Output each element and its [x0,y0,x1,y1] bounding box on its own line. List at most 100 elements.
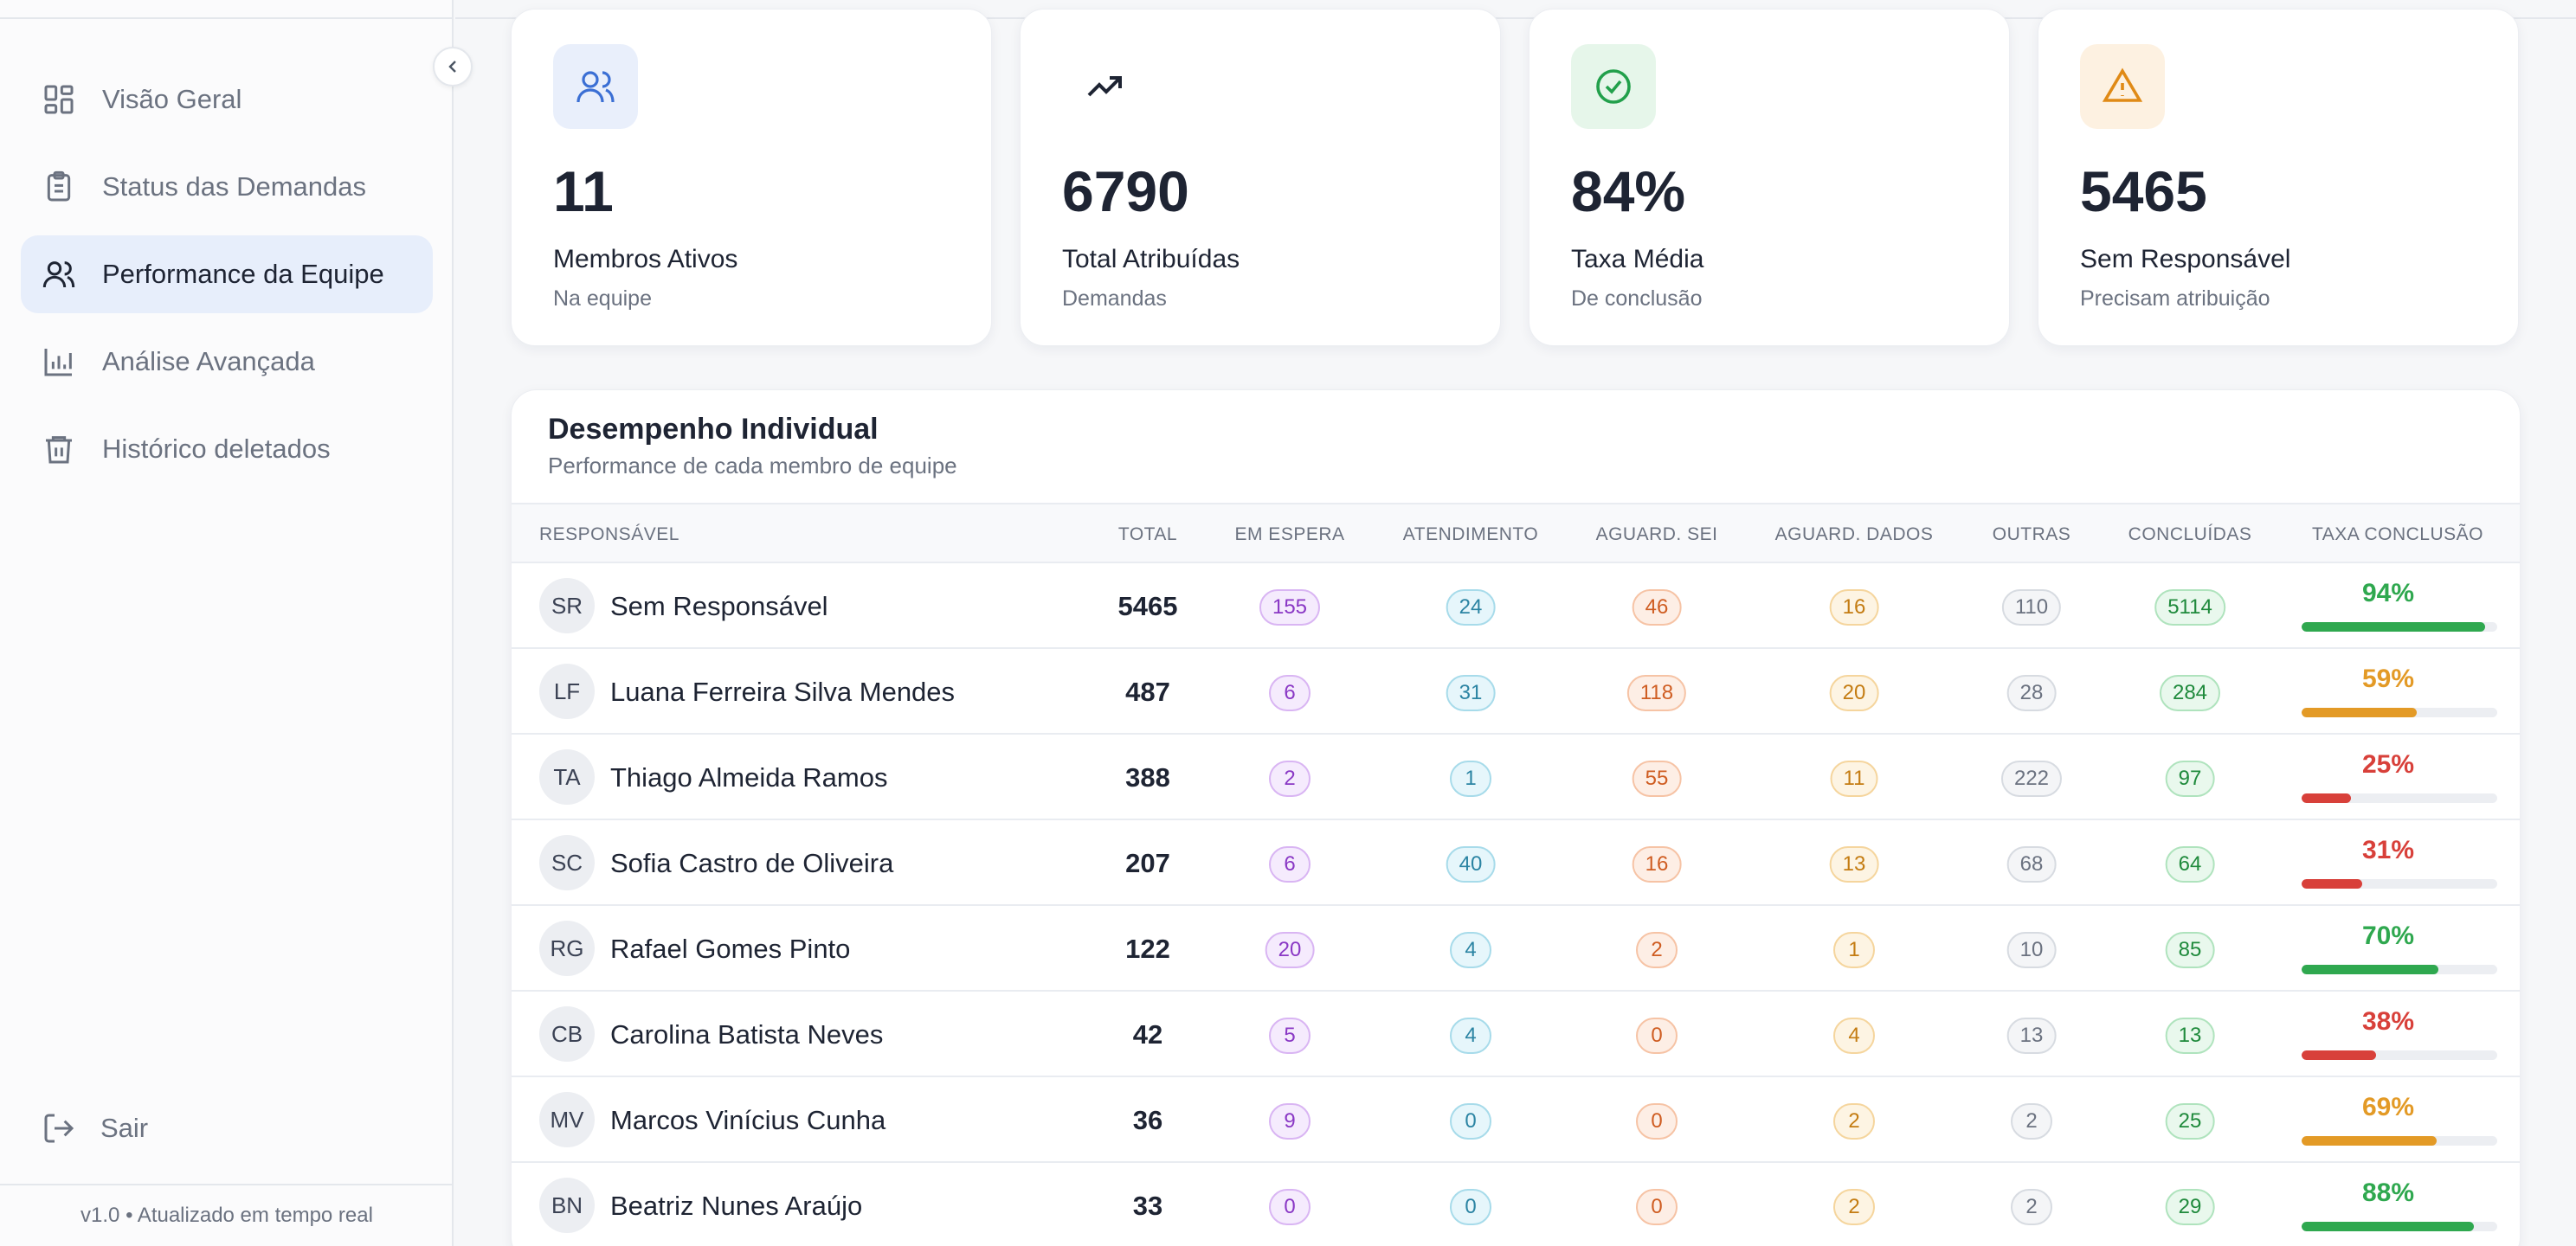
atendimento-badge: 4 [1450,1018,1491,1054]
outras-badge: 68 [2006,846,2057,883]
stat-label: Sem Responsável [2080,245,2291,273]
atendimento-badge: 40 [1446,846,1496,883]
completion-rate: 59% [2361,665,2415,693]
performance-table-card: Desempenho Individual Performance de cad… [511,389,2521,1246]
em-espera-badge: 9 [1269,1103,1311,1140]
concluidas-badge: 25 [2165,1103,2215,1140]
completion-rate: 94% [2361,579,2415,607]
concluidas-badge: 5114 [2154,589,2225,626]
outras-badge: 28 [2006,675,2057,711]
version-text: v1.0 • Atualizado em tempo real [80,1204,373,1227]
sidebar-item-historico-deletados[interactable]: Histórico deletados [21,410,433,488]
aguard-sei-badge: 0 [1636,1103,1678,1140]
completion-progress-fill [2302,793,2351,803]
total-value: 33 [1132,1191,1163,1221]
aguard-sei-badge: 118 [1626,675,1687,711]
table-row[interactable]: CB Carolina Batista Neves 42 5 4 0 4 13 13 38% [512,992,2520,1077]
aguard-dados-badge: 11 [1830,761,1878,797]
column-header-outras[interactable]: OUTRAS [1992,524,2071,544]
table-row[interactable]: LF Luana Ferreira Silva Mendes 487 6 31 118 20… [512,649,2520,735]
column-header-concluidas[interactable]: CONCLUÍDAS [2128,524,2252,544]
column-header-aguard-dados[interactable]: AGUARD. DADOS [1774,524,1934,544]
em-espera-badge: 6 [1269,846,1311,883]
sidebar-item-analise-avancada[interactable]: Análise Avançada [21,323,433,401]
atendimento-badge: 4 [1450,932,1491,968]
aguard-dados-badge: 16 [1829,589,1879,626]
completion-progress-fill [2302,708,2418,717]
column-header-aguard-sei[interactable]: AGUARD. SEI [1595,524,1718,544]
em-espera-badge: 0 [1269,1189,1311,1225]
completion-progress-bar [2302,708,2497,717]
avatar: LF [539,664,595,719]
concluidas-badge: 64 [2165,846,2215,883]
table-row[interactable]: MV Marcos Vinícius Cunha 36 9 0 0 2 2 25 69% [512,1077,2520,1163]
avatar: MV [539,1092,595,1147]
sidebar-item-status-demandas[interactable]: Status das Demandas [21,148,433,226]
table-title: Desempenho Individual [548,413,879,446]
concluidas-badge: 29 [2165,1189,2215,1225]
column-header-taxa-conclusao[interactable]: TAXA CONCLUSÃO [2312,524,2483,544]
em-espera-badge: 155 [1259,589,1321,626]
member-name: Beatriz Nunes Araújo [610,1191,863,1221]
column-header-atendimento[interactable]: ATENDIMENTO [1402,524,1539,544]
outras-badge: 222 [2000,761,2063,797]
stat-sublabel: Precisam atribuição [2080,286,2270,311]
aguard-sei-badge: 2 [1636,932,1678,968]
column-header-em-espera[interactable]: EM ESPERA [1234,524,1345,544]
logout-button[interactable]: Sair [42,1111,148,1146]
atendimento-badge: 31 [1446,675,1496,711]
completion-progress-bar [2302,793,2497,803]
table-row[interactable]: RG Rafael Gomes Pinto 122 20 4 2 1 10 85 70% [512,906,2520,992]
member-name: Carolina Batista Neves [610,1019,884,1050]
outras-badge: 2 [2011,1103,2052,1140]
outras-badge: 13 [2006,1018,2057,1054]
member-name: Thiago Almeida Ramos [610,762,888,793]
sidebar-item-label: Performance da Equipe [102,259,384,289]
concluidas-badge: 97 [2165,761,2215,797]
avatar: SR [539,578,595,633]
stat-label: Total Atribuídas [1062,245,1240,273]
total-value: 122 [1125,934,1170,964]
aguard-dados-badge: 20 [1829,675,1879,711]
table-row[interactable]: TA Thiago Almeida Ramos 388 2 1 55 11 222 97 25% [512,735,2520,820]
outras-badge: 110 [2001,589,2062,626]
trash-icon [42,432,76,466]
sidebar-collapse-button[interactable] [433,47,473,87]
member-name: Rafael Gomes Pinto [610,934,851,964]
sidebar-item-label: Histórico deletados [102,434,331,464]
em-espera-badge: 5 [1269,1018,1311,1054]
table-row[interactable]: BN Beatriz Nunes Araújo 33 0 0 0 2 2 29 88% [512,1163,2520,1246]
aguard-sei-badge: 0 [1636,1189,1678,1225]
sidebar-footer: v1.0 • Atualizado em tempo real [0,1184,454,1246]
completion-progress-fill [2302,965,2439,974]
table-row[interactable]: SC Sofia Castro de Oliveira 207 6 40 16 13 68 64… [512,820,2520,906]
completion-rate: 88% [2361,1179,2415,1207]
sidebar: Visão Geral Status das Demandas Performa… [0,0,454,1246]
aguard-dados-badge: 4 [1833,1018,1875,1054]
stat-value: 11 [553,159,614,223]
sidebar-item-label: Visão Geral [102,84,242,114]
concluidas-badge: 13 [2165,1018,2215,1054]
column-header-responsavel[interactable]: RESPONSÁVEL [539,524,679,544]
table-row[interactable]: SR Sem Responsável 5465 155 24 46 16 110 5114 94% [512,563,2520,649]
em-espera-badge: 20 [1265,932,1315,968]
completion-rate: 31% [2361,836,2415,864]
completion-progress-fill [2302,622,2486,632]
trending-up-icon [1062,44,1147,129]
check-circle-icon [1571,44,1656,129]
sidebar-item-performance-equipe[interactable]: Performance da Equipe [21,235,433,313]
sidebar-item-label: Status das Demandas [102,171,367,202]
column-header-total[interactable]: TOTAL [1117,524,1178,544]
dashboard-grid-icon [42,82,76,117]
member-name: Marcos Vinícius Cunha [610,1105,886,1135]
avatar: RG [539,921,595,976]
total-value: 36 [1132,1105,1163,1135]
table-header: RESPONSÁVEL TOTAL EM ESPERA ATENDIMENTO … [512,503,2520,563]
concluidas-badge: 85 [2165,932,2215,968]
atendimento-badge: 24 [1446,589,1496,626]
sidebar-item-visao-geral[interactable]: Visão Geral [21,61,433,138]
outras-badge: 2 [2011,1189,2052,1225]
stat-sublabel: Demandas [1062,286,1167,311]
completion-rate: 25% [2361,750,2415,779]
completion-rate: 38% [2361,1007,2415,1036]
